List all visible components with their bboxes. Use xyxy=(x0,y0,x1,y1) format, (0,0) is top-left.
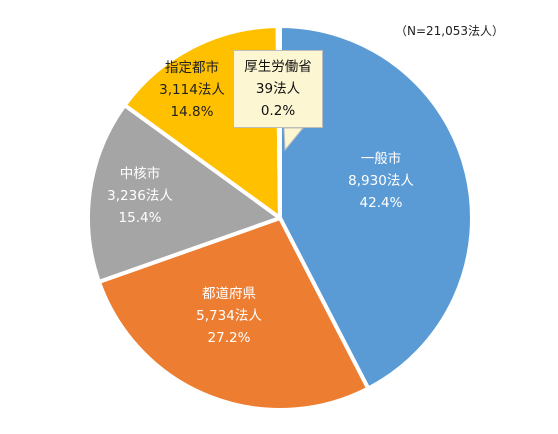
callout-count: 39法人 xyxy=(255,81,301,97)
callout-pct: 0.2% xyxy=(260,103,296,119)
label-shiteitoshi: 指定都市 3,114法人 14.8% xyxy=(159,59,225,120)
label-pct: 15.4% xyxy=(119,210,162,226)
label-count: 5,734法人 xyxy=(196,308,262,324)
label-chuukakushi: 中核市 3,236法人 15.4% xyxy=(107,165,173,226)
label-pct: 42.4% xyxy=(360,195,403,211)
label-pct: 14.8% xyxy=(171,104,214,120)
label-ippanshi: 一般市 8,930法人 42.4% xyxy=(348,150,414,211)
label-pct: 27.2% xyxy=(208,330,251,346)
label-todoufuken: 都道府県 5,734法人 27.2% xyxy=(196,286,262,346)
callout-label-kouseiroudoushou: 厚生労働省 39法人 0.2% xyxy=(233,56,323,122)
slice-todoufuken xyxy=(96,216,371,412)
label-count: 8,930法人 xyxy=(348,173,414,189)
label-count: 3,236法人 xyxy=(107,188,173,204)
label-name: 中核市 xyxy=(120,165,161,182)
label-count: 3,114法人 xyxy=(159,82,225,98)
labels-layer: 一般市 8,930法人 42.4% 都道府県 5,734法人 27.2% 中核市 3,236法… xyxy=(107,59,414,346)
slices-layer xyxy=(86,24,474,412)
slice-chuukakushi xyxy=(86,103,282,284)
callout-pointer xyxy=(283,127,305,152)
label-name: 都道府県 xyxy=(202,286,256,302)
slice-ippanshi xyxy=(278,24,474,391)
label-name: 一般市 xyxy=(361,150,402,167)
label-name: 指定都市 xyxy=(165,59,219,76)
callout-box-kouseiroudoushou xyxy=(233,50,323,128)
sample-size-note: （N=21,053法人） xyxy=(395,24,505,38)
callout-name: 厚生労働省 xyxy=(244,59,312,75)
